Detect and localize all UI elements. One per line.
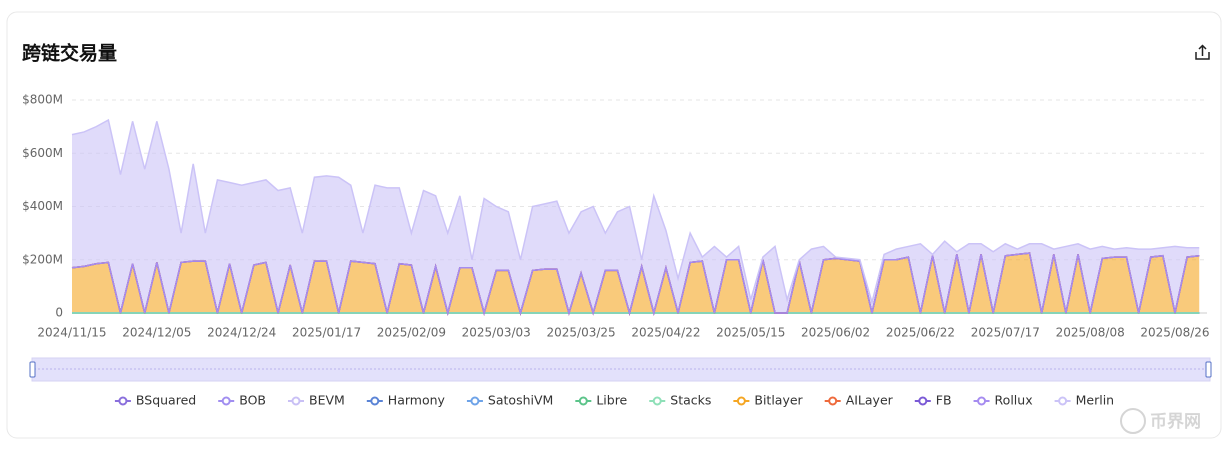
legend-swatch [736, 396, 746, 406]
legend-swatch [828, 396, 838, 406]
chart-title: 跨链交易量 [22, 42, 117, 65]
y-tick-label: 0 [55, 306, 63, 320]
legend-label: AILayer [846, 393, 894, 408]
legend-label: Harmony [388, 393, 446, 408]
area [72, 253, 1200, 313]
legend-swatch [221, 396, 231, 406]
y-tick-label: $800M [22, 93, 63, 107]
x-tick-label: 2025/05/15 [716, 326, 785, 340]
x-tick-label: 2025/01/17 [292, 326, 361, 340]
legend-item[interactable]: Harmony [366, 393, 446, 408]
x-tick-label: 2025/08/08 [1056, 326, 1125, 340]
series-line [71, 118, 1200, 306]
legend-item[interactable]: SatoshiVM [466, 393, 553, 408]
legend-item[interactable]: Merlin [1054, 393, 1114, 408]
legend-label: FB [936, 393, 952, 408]
y-tick-label: $200M [22, 252, 63, 266]
legend-item[interactable]: AILayer [824, 393, 894, 408]
x-tick-label: 2025/08/26 [1140, 326, 1209, 340]
legend-swatch [977, 396, 987, 406]
legend-label: BEVM [309, 393, 345, 408]
x-tick-label: 2025/02/09 [377, 326, 446, 340]
legend-label: BOB [239, 393, 266, 408]
x-tick-label: 2025/06/02 [801, 326, 870, 340]
series-line [71, 252, 1200, 316]
legend-label: Merlin [1076, 393, 1114, 408]
legend-swatch [118, 396, 128, 406]
area [72, 119, 1200, 313]
legend-swatch [652, 396, 662, 406]
legend-label: BSquared [136, 393, 196, 408]
legend-swatch [291, 396, 301, 406]
y-tick-label: $600M [22, 146, 63, 160]
legend-swatch [918, 396, 928, 406]
legend-label: Rollux [995, 393, 1033, 408]
data-zoom-slider[interactable] [29, 357, 1212, 382]
legend-label: Bitlayer [754, 393, 803, 408]
x-tick-label: 2024/11/15 [37, 326, 106, 340]
legend-label: SatoshiVM [488, 393, 553, 408]
legend-item[interactable]: BEVM [287, 393, 345, 408]
slider-track [31, 357, 1211, 382]
x-tick-label: 2024/12/05 [122, 326, 191, 340]
legend-swatch [1058, 396, 1068, 406]
legend-item[interactable]: FB [914, 393, 952, 408]
legend-swatch [578, 396, 588, 406]
watermark: 币界网 [1120, 408, 1201, 434]
y-tick-label: $400M [22, 199, 63, 213]
legend-item[interactable]: Libre [575, 393, 628, 408]
legend-item[interactable]: BSquared [114, 393, 196, 408]
slider-handle[interactable] [29, 361, 36, 378]
slider-handle[interactable] [1205, 361, 1212, 378]
legend-item[interactable]: Bitlayer [733, 393, 804, 408]
x-tick-label: 2025/06/22 [886, 326, 955, 340]
x-tick-label: 2025/03/03 [462, 326, 531, 340]
x-tick-label: 2025/07/17 [971, 326, 1040, 340]
x-tick-label: 2025/03/25 [546, 326, 615, 340]
legend-item[interactable]: Rollux [973, 393, 1033, 408]
legend-item[interactable]: BOB [218, 393, 266, 408]
watermark-text: 币界网 [1150, 412, 1201, 432]
legend-swatch [470, 396, 480, 406]
x-tick-label: 2024/12/24 [207, 326, 276, 340]
legend-label: Libre [596, 393, 627, 408]
legend-label: Stacks [670, 393, 711, 408]
share-button[interactable] [1195, 44, 1210, 60]
x-tick-label: 2025/04/22 [631, 326, 700, 340]
legend-swatch [370, 396, 380, 406]
legend-item[interactable]: Stacks [649, 393, 711, 408]
